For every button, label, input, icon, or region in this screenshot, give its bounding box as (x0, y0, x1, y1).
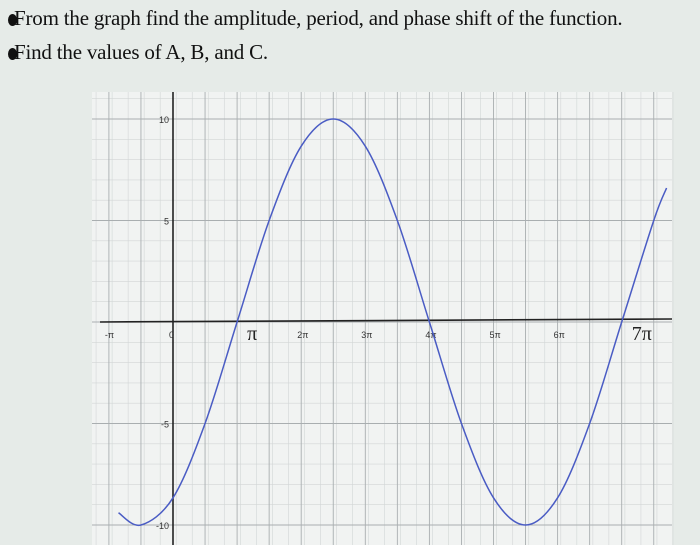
x-tick-label: 5π (490, 330, 501, 340)
question-line-2: Find the values of A, B, and C. (8, 40, 268, 65)
question-text-1: From the graph find the amplitude, perio… (14, 6, 623, 30)
x-axis (99, 318, 673, 323)
y-tick-label: 5 (164, 217, 169, 227)
question-line-1: From the graph find the amplitude, perio… (8, 6, 623, 31)
sine-curve (118, 118, 668, 527)
bullet-icon (8, 48, 17, 60)
bullet-icon (8, 14, 17, 26)
y-tick-label: 10 (159, 115, 169, 125)
x-tick-label: 7π (632, 323, 652, 345)
y-tick-label: -10 (156, 521, 169, 531)
x-tick-label: 3π (361, 330, 372, 340)
y-tick-label: -5 (161, 420, 169, 430)
x-tick-label: 0 (169, 330, 174, 340)
x-tick-label: 6π (554, 330, 565, 340)
graph-paper (92, 92, 672, 545)
x-tick-label: π (247, 323, 257, 345)
question-text-2: Find the values of A, B, and C. (14, 40, 268, 64)
x-tick-label: 4π (425, 330, 436, 340)
x-tick-label: 2π (297, 330, 308, 340)
x-tick-label: -π (105, 330, 114, 340)
